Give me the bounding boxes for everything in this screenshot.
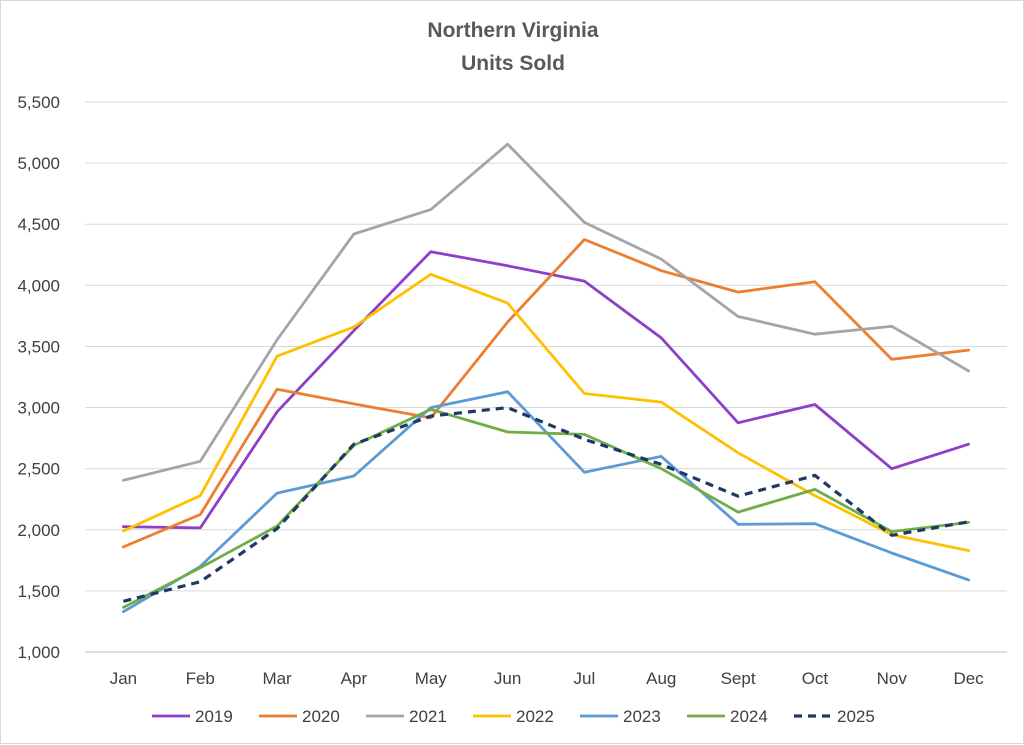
series-lines (122, 142, 970, 614)
legend: 2019 2020 2021 2022 2023 2024 2025 (152, 707, 875, 726)
series-line-2023 (122, 390, 970, 614)
y-tick-label: 5,500 (17, 93, 60, 112)
x-tick-label: Mar (262, 669, 292, 688)
y-tick-label: 3,000 (17, 399, 60, 418)
x-tick-label: Apr (341, 669, 368, 688)
x-tick-label: Oct (802, 669, 829, 688)
legend-label-2019: 2019 (195, 707, 233, 726)
series-line-2021 (122, 142, 970, 482)
x-tick-label: Jan (110, 669, 137, 688)
y-tick-label: 2,000 (17, 521, 60, 540)
x-tick-label: Feb (186, 669, 215, 688)
y-axis: 1,000 1,500 2,000 2,500 3,000 3,500 4,000 4,500… (17, 93, 60, 662)
series-line-2019 (122, 250, 970, 530)
legend-label-2020: 2020 (302, 707, 340, 726)
series-line-2020 (122, 238, 970, 549)
legend-label-2025: 2025 (837, 707, 875, 726)
legend-label-2024: 2024 (730, 707, 768, 726)
y-tick-label: 4,500 (17, 215, 60, 234)
legend-label-2022: 2022 (516, 707, 554, 726)
x-tick-label: Jul (574, 669, 596, 688)
y-tick-label: 1,000 (17, 643, 60, 662)
x-tick-label: Sept (721, 669, 756, 688)
y-tick-label: 3,500 (17, 337, 60, 356)
series-line-2025 (123, 406, 969, 603)
x-tick-label: May (415, 669, 448, 688)
y-tick-label: 5,000 (17, 154, 60, 173)
x-axis: Jan Feb Mar Apr May Jun Jul Aug Sept Oct Nov Dec (110, 669, 984, 688)
x-tick-label: Dec (953, 669, 984, 688)
chart-subtitle: Units Sold (461, 52, 565, 75)
legend-label-2023: 2023 (623, 707, 661, 726)
series-line-2022 (122, 272, 970, 552)
x-tick-label: Aug (646, 669, 676, 688)
y-tick-label: 2,500 (17, 460, 60, 479)
x-tick-label: Nov (877, 669, 908, 688)
y-tick-label: 1,500 (17, 582, 60, 601)
y-tick-label: 4,000 (17, 276, 60, 295)
legend-label-2021: 2021 (409, 707, 447, 726)
series-line-2024 (122, 407, 970, 609)
chart-title: Northern Virginia (427, 19, 598, 42)
x-tick-label: Jun (494, 669, 521, 688)
